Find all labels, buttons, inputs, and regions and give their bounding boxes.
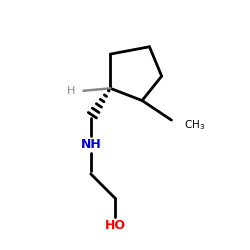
Text: HO: HO xyxy=(105,219,126,232)
Text: NH: NH xyxy=(80,138,101,151)
Text: CH$_3$: CH$_3$ xyxy=(184,118,205,132)
Text: H: H xyxy=(67,86,76,96)
